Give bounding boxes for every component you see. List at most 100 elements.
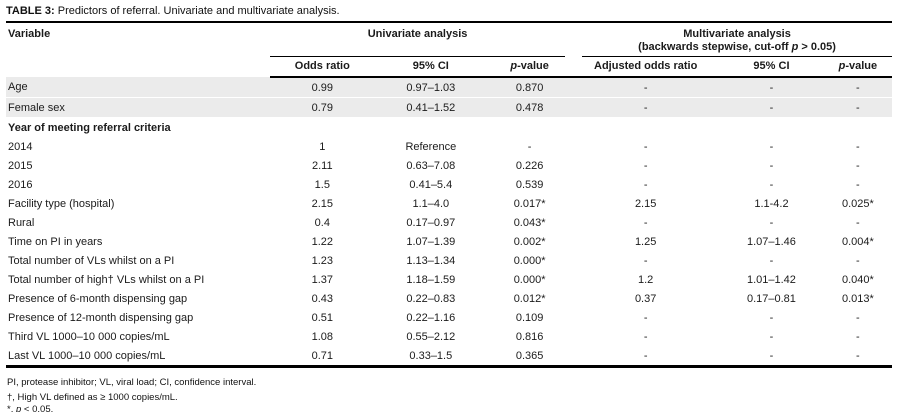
variable-cell: Female sex <box>6 97 271 118</box>
table-row: Total number of high† VLs whilst on a PI… <box>6 270 892 289</box>
odds-ratio-cell: 0.71 <box>311 349 333 362</box>
table-row: Female sex 0.79 0.41–1.52 0.478 - - - <box>6 97 892 118</box>
adjusted-odds-ratio-cell: 0.37 <box>634 292 657 305</box>
ci-univariate-cell: 0.17–0.97 <box>406 216 456 229</box>
ci-univariate-cell: Reference <box>405 140 457 153</box>
table-row: 2015 2.11 0.63–7.08 0.226 - - - <box>6 156 892 175</box>
p-value-univariate-cell: 0.109 <box>515 311 544 324</box>
ci-univariate-cell: 1.07–1.39 <box>406 235 456 248</box>
variable-cell: Total number of high† VLs whilst on a PI <box>8 273 205 286</box>
table-body: Age 0.99 0.97–1.03 0.870 - - - Female se… <box>6 77 892 367</box>
variable-column-header: Variable <box>8 28 51 40</box>
table-row: Presence of 6-month dispensing gap 0.43 … <box>6 289 892 308</box>
ci-univariate-cell: 0.55–2.12 <box>406 330 456 343</box>
ci-multivariate-cell: 1.07–1.46 <box>746 235 796 248</box>
ci-multivariate-cell <box>719 118 824 138</box>
univariate-group-label: Univariate analysis <box>367 28 468 40</box>
p-value-multivariate-cell: - <box>856 254 860 267</box>
variable-cell: 2016 <box>8 178 33 191</box>
variable-cell: Rural <box>8 216 35 229</box>
ci-multivariate-cell: - <box>769 159 774 172</box>
odds-ratio-cell: 2.15 <box>311 197 333 210</box>
variable-cell: Presence of 6-month dispensing gap <box>8 292 188 305</box>
univariate-group-box: Univariate analysis <box>270 28 566 57</box>
p-value-multivariate-cell: - <box>856 159 860 172</box>
group-header-row: Variable Univariate analysis Multivariat… <box>6 25 892 57</box>
ci-univariate-cell: 1.18–1.59 <box>406 273 456 286</box>
p-value-multivariate-cell: - <box>823 97 892 118</box>
ci-multivariate-cell: - <box>769 349 774 362</box>
ci-univariate-cell: 0.41–1.52 <box>374 97 488 118</box>
table-number-label: TABLE 3: <box>6 5 55 17</box>
odds-ratio-column-header: Odds ratio <box>270 57 375 78</box>
ci-univariate-cell <box>375 118 488 138</box>
odds-ratio-cell: 1.37 <box>311 273 333 286</box>
footnote-significance: *, p < 0.05. <box>7 404 54 412</box>
ci-multivariate-cell: - <box>769 254 774 267</box>
p-value-univariate-cell: 0.002* <box>513 235 546 248</box>
table-header: Variable Univariate analysis Multivariat… <box>6 25 892 78</box>
adjusted-odds-ratio-cell: - <box>643 349 648 362</box>
ci-multivariate-cell: - <box>769 178 774 191</box>
table-row: Presence of 12-month dispensing gap 0.51… <box>6 308 892 327</box>
variable-cell: 2015 <box>8 159 33 172</box>
table-row: Year of meeting referral criteria <box>6 118 892 138</box>
table-row: Time on PI in years 1.22 1.07–1.39 0.002… <box>6 232 892 251</box>
adjusted-odds-ratio-cell: - <box>643 254 648 267</box>
variable-cell: Time on PI in years <box>8 235 103 248</box>
ci-univariate-cell: 1.1–4.0 <box>412 197 450 210</box>
ci-multivariate-cell: - <box>719 77 824 98</box>
p-value-univariate-column-header: p-value <box>487 57 573 78</box>
p-value-univariate-cell: 0.816 <box>515 330 544 343</box>
ci-multivariate-column-header: 95% CI <box>719 57 824 78</box>
table-row: 2016 1.5 0.41–5.4 0.539 - - - <box>6 175 892 194</box>
p-value-multivariate-cell: - <box>823 77 892 98</box>
multivariate-group-box: Multivariate analysis (backwards stepwis… <box>582 28 892 57</box>
multivariate-group-label-line2: (backwards stepwise, cut-off p > 0.05) <box>638 41 836 53</box>
p-value-univariate-cell: 0.043* <box>513 216 546 229</box>
variable-cell: Age <box>6 77 271 98</box>
p-value-univariate-cell: 0.017* <box>513 197 546 210</box>
sub-header-row: Odds ratio 95% CI p-value Adjusted odds … <box>6 57 892 78</box>
variable-cell: 2014 <box>8 140 33 153</box>
p-value-multivariate-cell: 0.040* <box>841 273 874 286</box>
odds-ratio-cell: 1.23 <box>311 254 333 267</box>
variable-cell: Year of meeting referral criteria <box>8 121 171 134</box>
p-value-univariate-cell: 0.000* <box>513 273 546 286</box>
table-row: Total number of VLs whilst on a PI 1.23 … <box>6 251 892 270</box>
ci-multivariate-cell: - <box>769 330 774 343</box>
p-value-multivariate-cell: - <box>856 349 860 362</box>
p-value-univariate-cell: 0.000* <box>513 254 546 267</box>
p-value-univariate-cell: 0.478 <box>487 97 573 118</box>
adjusted-odds-ratio-cell: - <box>643 178 648 191</box>
p-value-multivariate-column-header: p-value <box>823 57 892 78</box>
variable-cell: Presence of 12-month dispensing gap <box>8 311 194 324</box>
p-value-multivariate-cell <box>824 118 892 138</box>
ci-multivariate-cell: - <box>769 216 774 229</box>
ci-univariate-cell: 0.22–0.83 <box>406 292 456 305</box>
variable-cell: Third VL 1000–10 000 copies/mL <box>8 330 170 343</box>
p-value-univariate-cell: 0.012* <box>513 292 546 305</box>
variable-cell: Total number of VLs whilst on a PI <box>8 254 175 267</box>
table-title-text: Predictors of referral. Univariate and m… <box>57 5 340 17</box>
odds-ratio-cell: 0.51 <box>311 311 333 324</box>
table-row: Age 0.99 0.97–1.03 0.870 - - - <box>6 77 892 98</box>
table-row: Rural 0.4 0.17–0.97 0.043* - - - <box>6 213 892 232</box>
adjusted-odds-ratio-cell: - <box>572 77 720 98</box>
p-value-multivariate-cell: - <box>856 140 860 153</box>
adjusted-odds-ratio-cell: - <box>643 216 648 229</box>
footnote-dagger: †, High VL defined as ≥ 1000 copies/mL. <box>7 392 178 403</box>
p-value-univariate-cell: 0.870 <box>487 77 573 98</box>
adjusted-odds-ratio-cell: - <box>572 97 720 118</box>
ci-multivariate-cell: - <box>769 311 774 324</box>
p-value-univariate-cell: 0.539 <box>515 178 544 191</box>
adjusted-odds-ratio-cell: - <box>643 311 648 324</box>
variable-cell: Last VL 1000–10 000 copies/mL <box>8 349 166 362</box>
multivariate-group-label-line1: Multivariate analysis <box>683 28 791 40</box>
p-value-multivariate-cell: - <box>856 311 860 324</box>
odds-ratio-cell: 2.11 <box>311 159 333 172</box>
odds-ratio-cell: 1.22 <box>311 235 333 248</box>
odds-ratio-cell: 1.08 <box>311 330 333 343</box>
table-row: 2014 1 Reference - - - - <box>6 137 892 156</box>
table-row: Facility type (hospital) 2.15 1.1–4.0 0.… <box>6 194 892 213</box>
